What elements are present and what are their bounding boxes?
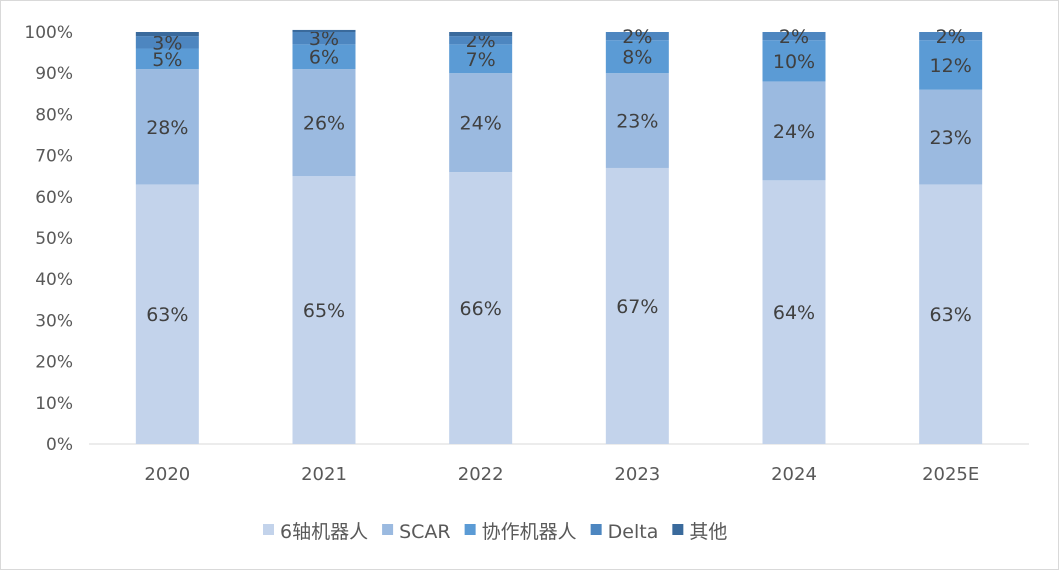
data-label: 65%: [303, 300, 345, 322]
legend-label: Delta: [608, 521, 659, 543]
bar-segment: [449, 172, 513, 444]
legend-label: 其他: [689, 521, 727, 543]
x-tick-label: 2024: [771, 464, 817, 485]
legend-swatch: [263, 524, 274, 535]
x-tick-label: 2020: [144, 464, 190, 485]
bar-segment: [135, 32, 199, 37]
data-label: 2%: [936, 26, 966, 48]
y-tick-label: 0%: [46, 435, 73, 455]
bar-segment: [762, 81, 826, 181]
data-label: 6%: [309, 47, 339, 69]
data-label: 12%: [930, 55, 972, 77]
legend-label: 协作机器人: [482, 521, 577, 543]
y-tick-label: 60%: [35, 188, 73, 208]
bar-segment: [135, 36, 199, 49]
data-label: 23%: [616, 111, 658, 133]
bar-segment: [605, 167, 669, 444]
data-label: 64%: [773, 302, 815, 324]
bar-segment: [919, 89, 983, 185]
data-label: 5%: [152, 49, 182, 71]
data-label: 3%: [309, 28, 339, 50]
data-label: 2%: [622, 26, 652, 48]
bar-segment: [135, 184, 199, 444]
data-label: 28%: [146, 117, 188, 139]
bar-segment: [292, 69, 356, 177]
bar-segment: [605, 32, 669, 41]
y-tick-label: 20%: [35, 353, 73, 373]
bar-segment: [292, 29, 356, 32]
bar-segment: [292, 176, 356, 444]
legend-label: SCAR: [399, 521, 451, 543]
data-label: 24%: [773, 121, 815, 143]
y-tick-label: 40%: [35, 270, 73, 290]
bar-segment: [605, 73, 669, 168]
data-label: 26%: [303, 113, 345, 135]
bar-segment: [762, 180, 826, 444]
bar-segment: [605, 40, 669, 74]
y-tick-label: 90%: [35, 64, 73, 84]
data-label: 23%: [930, 127, 972, 149]
y-tick-label: 50%: [35, 229, 73, 249]
data-label: 7%: [466, 49, 496, 71]
x-tick-label: 2022: [458, 464, 504, 485]
data-label: 8%: [622, 47, 652, 69]
bar-segment: [762, 40, 826, 82]
bar-segment: [919, 32, 983, 41]
bar-segment: [449, 73, 513, 173]
bar-segment: [292, 32, 356, 45]
x-tick-label: 2021: [301, 464, 347, 485]
bar-segment: [449, 32, 513, 37]
bar-segment: [919, 40, 983, 90]
bar-segment: [449, 36, 513, 45]
data-label: 3%: [152, 32, 182, 54]
legend-label: 6轴机器人: [280, 521, 368, 543]
legend-swatch: [464, 524, 476, 535]
legend-swatch: [382, 524, 394, 535]
data-label: 63%: [930, 304, 972, 326]
data-label: 10%: [773, 51, 815, 73]
y-tick-label: 10%: [35, 394, 73, 414]
y-tick-label: 100%: [24, 23, 73, 43]
bar-segment: [762, 32, 826, 41]
bar-segment: [449, 44, 513, 74]
bar-segment: [919, 184, 983, 444]
data-label: 63%: [146, 304, 188, 326]
legend-swatch: [672, 524, 684, 535]
bar-segment: [135, 48, 199, 70]
bar-segment: [292, 44, 356, 70]
y-tick-label: 70%: [35, 147, 73, 167]
bar-segment: [135, 69, 199, 185]
y-tick-label: 80%: [35, 105, 73, 125]
legend-swatch: [590, 524, 602, 535]
data-label: 2%: [779, 26, 809, 48]
data-label: 24%: [460, 113, 502, 135]
x-tick-label: 2023: [614, 464, 660, 485]
y-tick-label: 30%: [35, 311, 73, 331]
data-label: 66%: [460, 298, 502, 320]
x-tick-label: 2025E: [922, 464, 979, 485]
data-label: 67%: [616, 296, 658, 318]
